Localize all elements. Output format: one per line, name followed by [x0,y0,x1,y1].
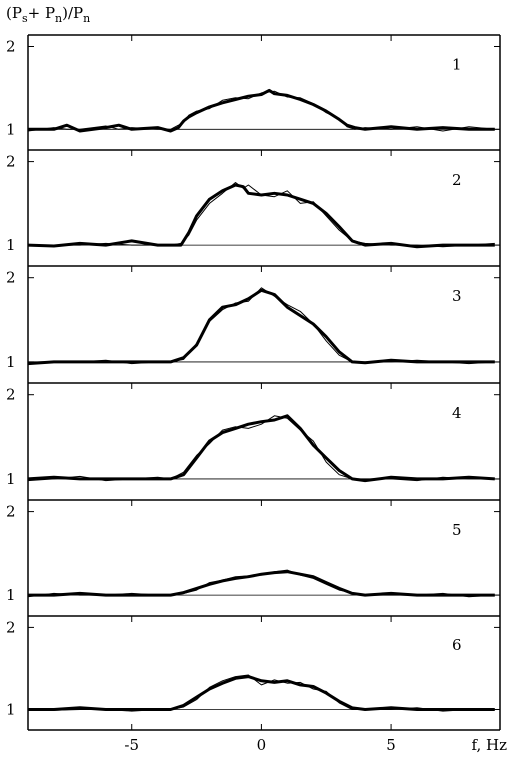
series-line-thin [27,569,495,598]
y-tick-label: 1 [6,586,16,604]
y-axis-label-part: n [55,12,62,25]
y-axis-label: (Ps+ Pn)/Pn [6,4,90,25]
panel-label: 1 [452,56,462,74]
y-tick-label: 2 [6,269,16,287]
series-line-thick [28,675,495,711]
y-axis-label-part: + P [28,4,55,22]
series-line-thin [28,287,495,365]
y-tick-label: 1 [6,236,16,254]
series-line-thick [28,88,495,133]
y-axis-label-part: )/P [62,4,83,22]
series-line-thick [28,570,495,597]
y-axis-label-part: s [22,12,28,25]
y-tick-label: 1 [6,120,16,138]
panel-label: 4 [452,404,462,422]
x-tick-label: 5 [386,736,396,754]
x-tick-label: -5 [124,736,139,754]
series-line-thick [27,414,495,483]
y-tick-label: 2 [6,386,16,404]
y-tick-label: 1 [6,353,16,371]
y-tick-label: 2 [6,618,16,636]
series-line-thin [27,90,495,132]
panel-label: 3 [452,287,462,305]
y-tick-label: 1 [6,700,16,718]
series-line-thin [27,415,495,482]
series-line-thick [27,288,495,366]
y-tick-label: 1 [6,470,16,488]
series-line-thin [28,182,495,248]
series-line-thick [27,183,495,249]
y-tick-label: 2 [6,38,16,56]
panel-label: 2 [452,171,462,189]
x-axis-label: f, Hz [471,736,507,754]
y-tick-label: 2 [6,153,16,171]
panel-label: 5 [452,521,462,539]
y-tick-label: 2 [6,503,16,521]
panel-label: 6 [452,636,462,654]
x-tick-label: 0 [257,736,267,754]
series-line-thin [27,674,495,712]
y-axis-label-part: n [83,12,90,25]
y-axis-label-part: (P [6,4,22,22]
